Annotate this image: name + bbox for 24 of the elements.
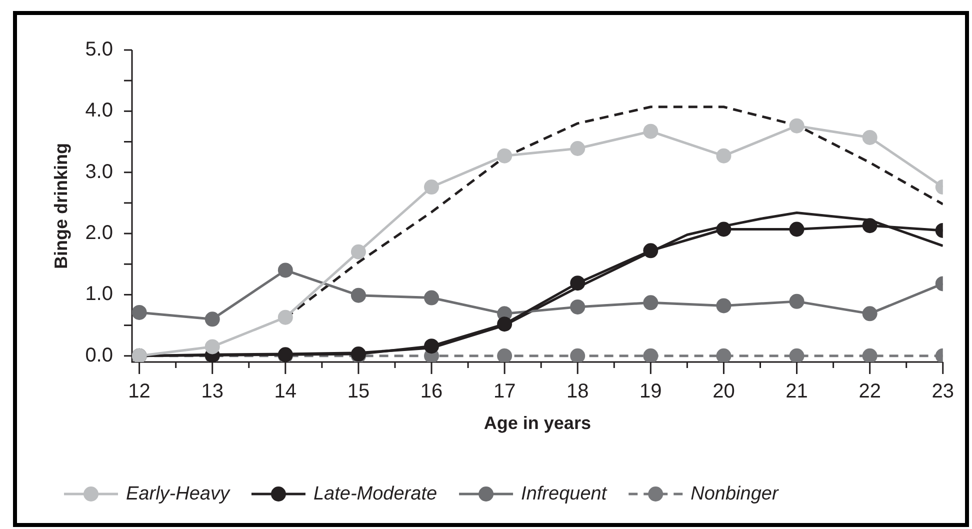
legend-label: Early-Heavy [126, 483, 231, 504]
x-tick-label: 22 [858, 380, 881, 403]
x-axis-title: Age in years [484, 413, 591, 434]
x-tick-label: 14 [274, 380, 297, 403]
x-tick-label: 21 [786, 380, 808, 403]
x-tick-label: 17 [493, 380, 516, 403]
legend-label: Late-Moderate [313, 483, 438, 504]
x-tick-label: 12 [128, 380, 150, 403]
y-tick-label: 1.0 [85, 283, 113, 306]
y-tick-label: 4.0 [85, 100, 113, 122]
x-tick-label: 23 [932, 380, 954, 403]
y-tick-label: 0.0 [85, 344, 113, 366]
legend-label: Nonbinger [690, 483, 779, 504]
y-tick-label: 3.0 [85, 160, 113, 183]
x-tick-label: 15 [347, 380, 370, 403]
x-tick-label: 18 [566, 380, 589, 403]
x-tick-label: 20 [712, 380, 735, 403]
x-tick-label: 19 [640, 380, 662, 403]
legend-label: Infrequent [521, 483, 608, 504]
x-tick-label: 16 [420, 380, 443, 403]
y-tick-label: 2.0 [85, 222, 113, 244]
y-tick-label: 5.0 [85, 38, 113, 61]
y-axis-title: Binge drinking [50, 143, 71, 269]
x-tick-label: 13 [201, 380, 224, 403]
